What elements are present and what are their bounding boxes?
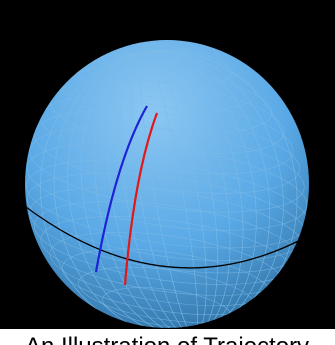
latitude-line [34,109,300,194]
equator-line [25,206,309,269]
latitude-line [29,125,305,213]
latitude-line [26,142,308,231]
caption-text: An Illustration of Trajectory [25,333,309,345]
blue-trajectory [94,105,148,273]
caption-strip [0,329,335,345]
sphere-grid [25,44,309,328]
red-trajectory [123,112,159,286]
longitude-line [40,50,298,328]
